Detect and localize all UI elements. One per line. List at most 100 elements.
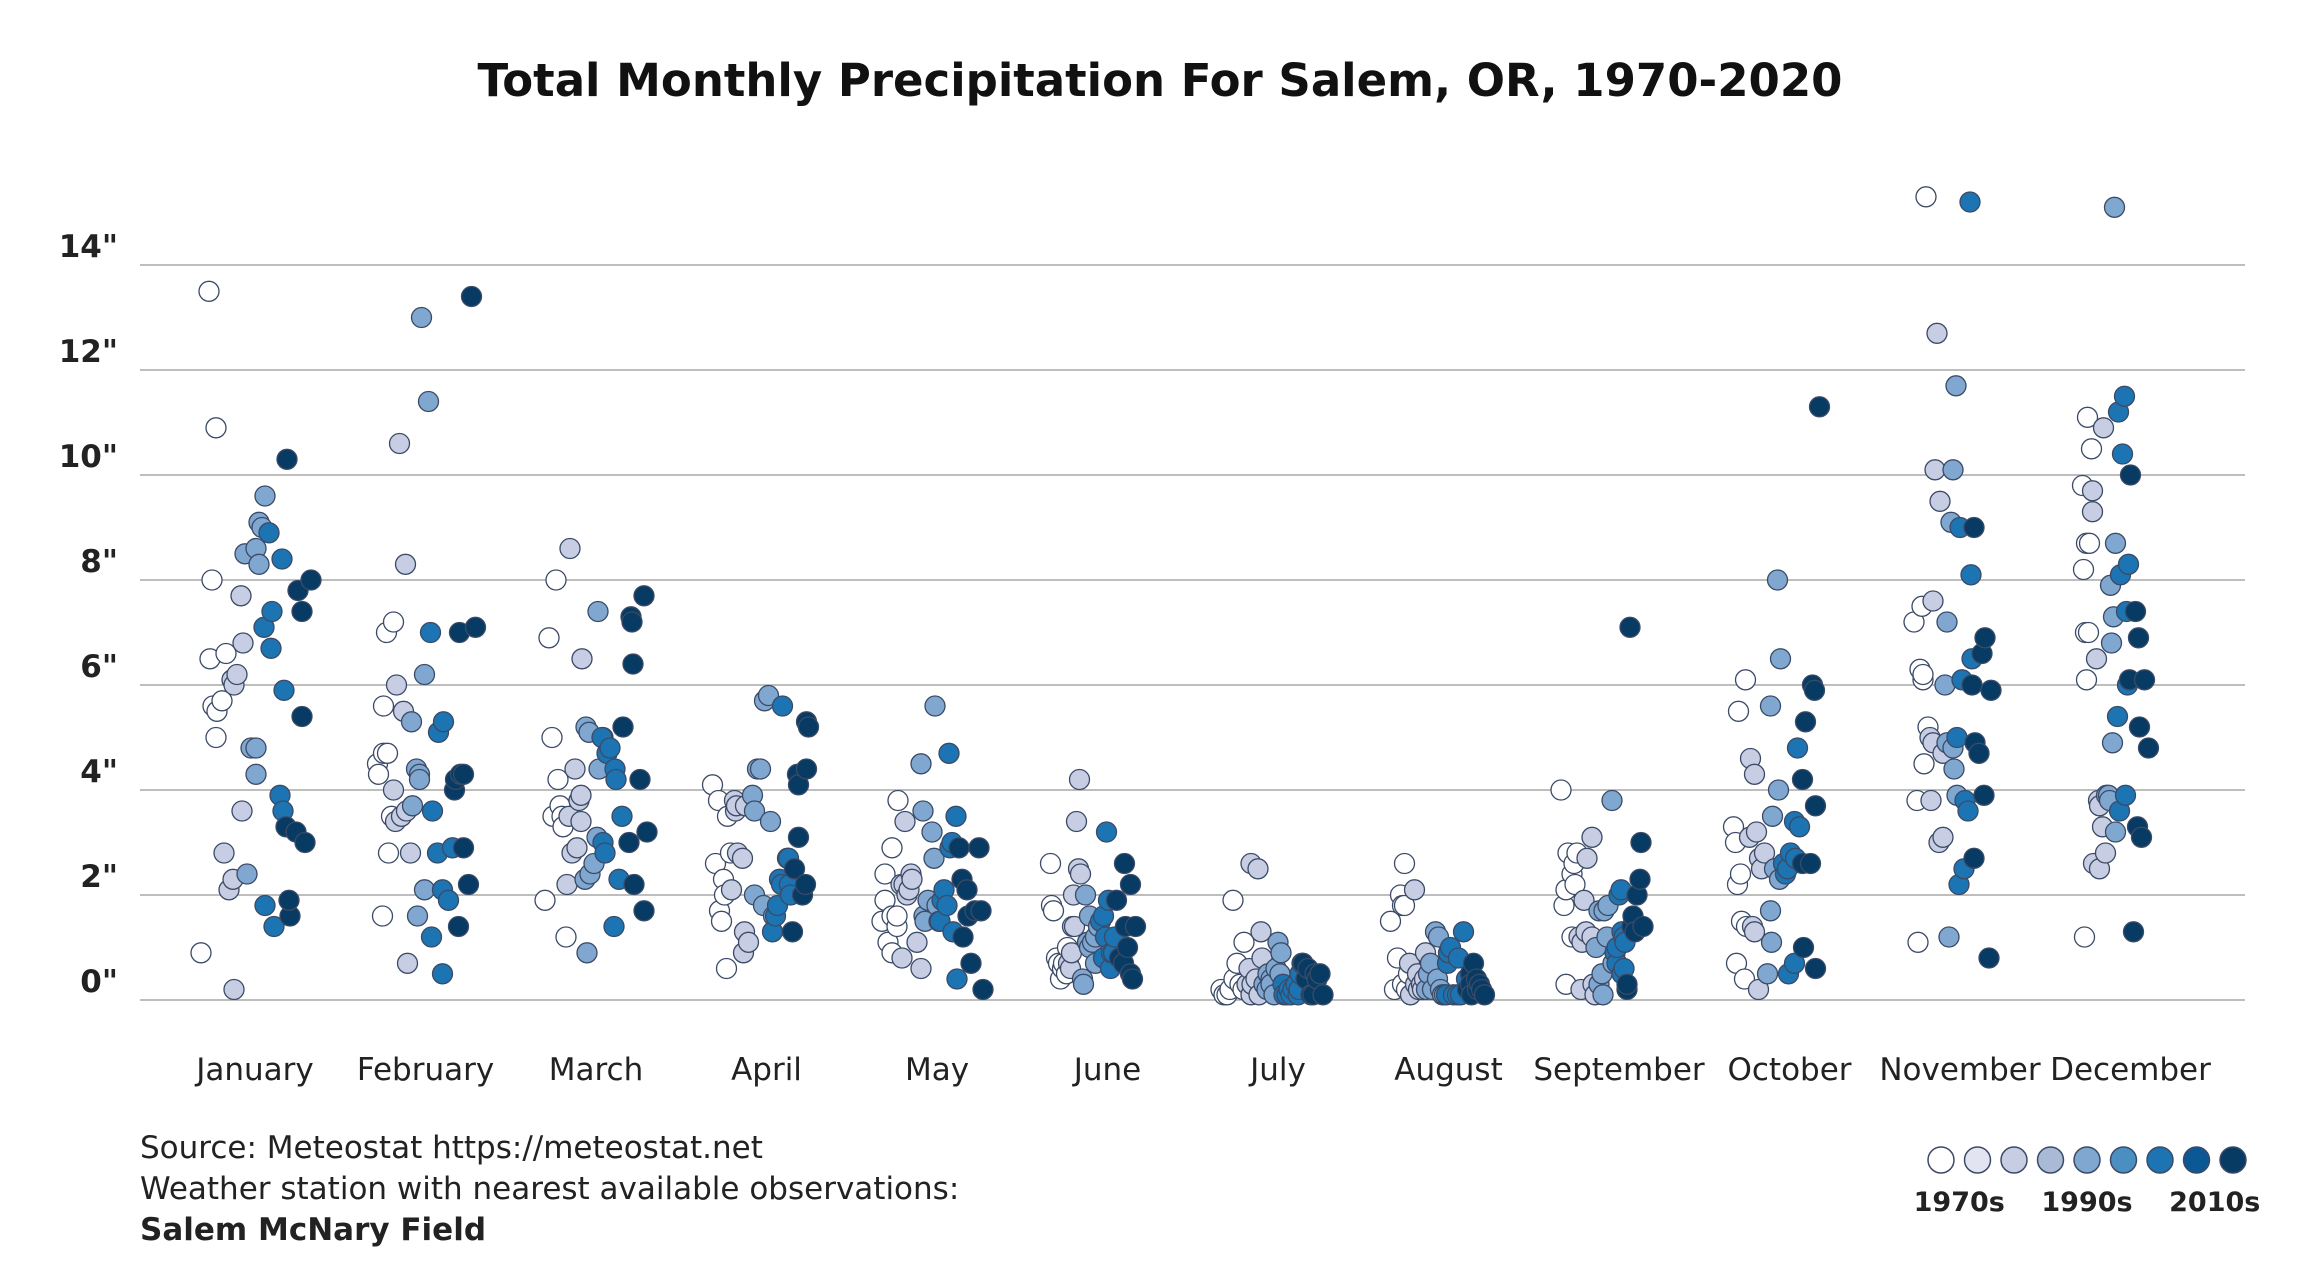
data-point: [1121, 968, 1144, 990]
data-point: [276, 448, 298, 470]
data-point: [1804, 957, 1827, 980]
data-point: [278, 889, 300, 911]
data-point: [710, 910, 733, 932]
data-point: [720, 879, 743, 901]
data-point: [1074, 884, 1097, 906]
data-point: [1913, 753, 1935, 775]
data-point: [564, 758, 586, 780]
data-point: [260, 637, 282, 659]
x-tick-label: March: [549, 1052, 644, 1088]
data-point: [205, 726, 227, 749]
data-point: [623, 873, 645, 896]
y-tick-label: 10": [59, 439, 118, 475]
data-point: [2104, 821, 2127, 843]
data-point: [1564, 873, 1586, 896]
data-point: [570, 784, 592, 806]
y-axis-ticks: 0" 2" 4" 6" 8" 10" 12" 14": [59, 229, 118, 1000]
data-point: [605, 768, 627, 791]
data-point: [970, 900, 992, 922]
data-point: [1393, 852, 1416, 875]
data-point: [1379, 910, 1402, 932]
data-point: [787, 826, 810, 848]
data-point: [2081, 480, 2104, 502]
data-point: [621, 611, 643, 633]
data-point: [452, 837, 475, 859]
data-point: [2113, 385, 2136, 407]
data-point: [1924, 459, 1946, 481]
y-tick-label: 2": [80, 859, 118, 895]
data-point: [2104, 532, 2127, 554]
data-point: [1072, 973, 1095, 995]
data-point: [1788, 816, 1811, 838]
data-point: [1791, 768, 1814, 791]
data-point: [382, 779, 405, 801]
data-point: [1550, 779, 1572, 801]
data-point: [1945, 375, 1967, 397]
data-point: [2092, 417, 2115, 439]
data-point: [2124, 600, 2147, 623]
data-point: [1222, 889, 1244, 911]
data-point: [541, 726, 563, 749]
data-point: [1760, 931, 1783, 953]
data-point: [2080, 438, 2103, 460]
x-tick-label: May: [905, 1052, 969, 1088]
data-point: [547, 768, 569, 791]
data-point: [1942, 459, 1964, 481]
data-point: [231, 800, 253, 822]
data-point: [211, 690, 233, 712]
data-point: [1629, 868, 1651, 890]
data-point: [1113, 852, 1136, 875]
legend-swatch: [2109, 1146, 2138, 1174]
data-point: [223, 978, 245, 1001]
data-point: [1799, 852, 1822, 875]
data-point: [388, 432, 411, 455]
data-point: [1753, 842, 1776, 864]
data-point: [413, 663, 436, 686]
data-point: [271, 548, 293, 570]
station-name: Salem McNary Field: [140, 1212, 487, 1248]
x-tick-label: December: [2050, 1052, 2211, 1088]
data-point: [924, 695, 946, 717]
data-point: [408, 768, 431, 791]
decade-legend: 1970s 1990s 2010s: [1914, 1146, 2260, 1218]
data-point: [633, 585, 655, 607]
data-point: [2085, 648, 2108, 670]
data-point: [447, 915, 470, 938]
data-point: [437, 889, 460, 911]
data-point: [1630, 831, 1652, 854]
data-point: [1769, 648, 1792, 670]
data-point: [534, 889, 556, 911]
data-point: [1403, 879, 1426, 901]
x-tick-label: April: [731, 1052, 802, 1088]
data-point: [1794, 711, 1817, 733]
data-point: [198, 280, 220, 302]
legend-swatch: [2036, 1146, 2065, 1174]
data-point: [1042, 900, 1065, 922]
data-point: [901, 868, 923, 890]
data-point: [566, 837, 588, 859]
data-point: [1065, 810, 1088, 833]
data-point: [968, 837, 990, 859]
x-tick-label: January: [194, 1052, 314, 1088]
data-point: [1452, 921, 1475, 943]
data-point: [291, 600, 313, 623]
y-tick-label: 14": [59, 229, 118, 265]
data-point: [2100, 632, 2123, 654]
data-point: [1576, 847, 1598, 869]
data-point: [394, 553, 417, 575]
data-point: [936, 894, 958, 917]
data-point: [1974, 627, 1996, 649]
data-point: [794, 873, 817, 896]
data-point: [910, 753, 932, 775]
data-point: [594, 842, 616, 864]
x-tick-label: August: [1394, 1052, 1503, 1088]
legend-swatch: [2182, 1146, 2211, 1174]
data-point: [263, 915, 285, 938]
data-point: [910, 957, 932, 980]
data-point: [2122, 921, 2145, 943]
data-point: [556, 873, 578, 896]
data-point: [749, 758, 772, 780]
data-point: [230, 585, 252, 607]
data-point: [1792, 936, 1815, 959]
data-point: [291, 705, 313, 728]
